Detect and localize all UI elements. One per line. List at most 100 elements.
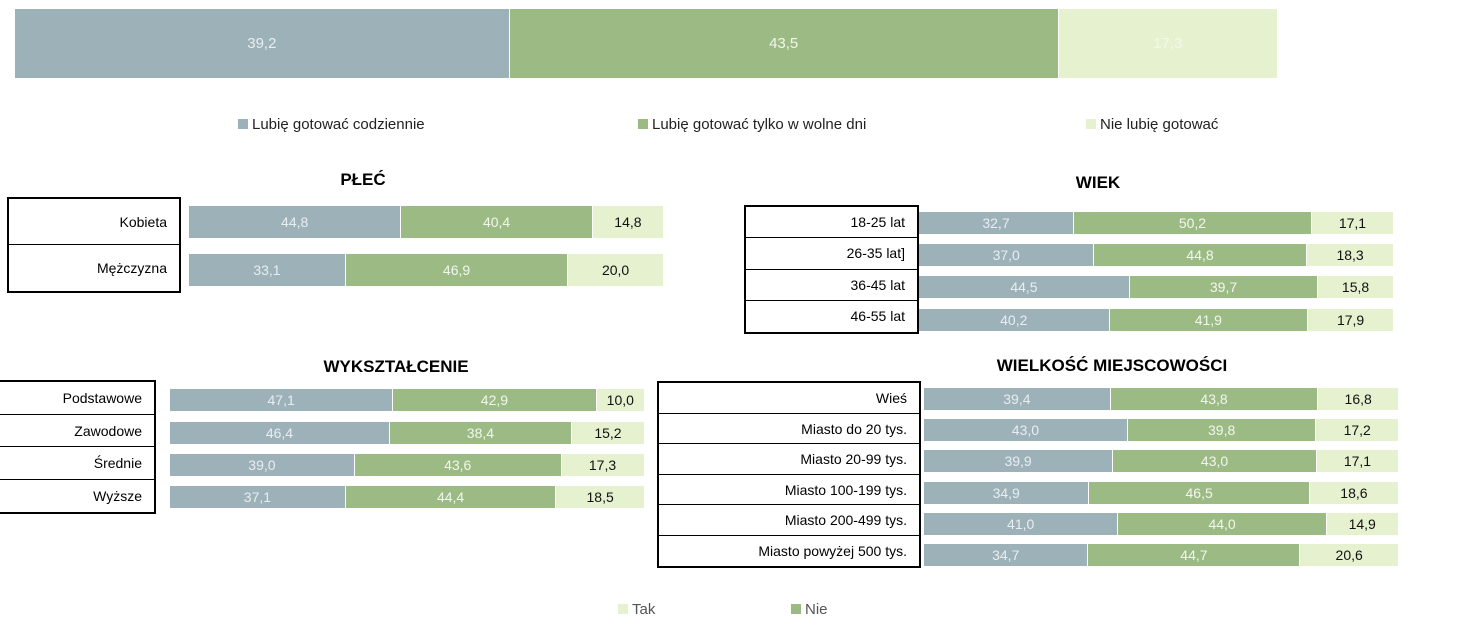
stacked-bar-row: 34,7 44,7 20,6: [924, 543, 1398, 566]
bar-segment-dislike: 17,3: [1058, 9, 1277, 78]
stacked-bar-row: 34,9 46,5 18,6: [924, 481, 1398, 504]
bar-segment-daily: 39,4: [924, 387, 1111, 410]
bar-segment-weekend: 44,0: [1118, 512, 1327, 535]
stacked-bar-row: 44,8 40,4 14,8: [189, 205, 663, 238]
bar-segment-daily: 33,1: [189, 253, 346, 286]
bar-segment-weekend: 43,5: [509, 9, 1059, 78]
legend-label-weekend: Lubię gotować tylko w wolne dni: [652, 116, 867, 133]
bar-segment-dislike: 17,3: [561, 454, 644, 476]
category-label: 18-25 lat: [746, 207, 917, 239]
category-label-table: 18-25 lat 26-35 lat] 36-45 lat 46-55 lat: [744, 205, 919, 334]
bar-segment-daily: 47,1: [170, 389, 394, 411]
bar-segment-dislike: 20,6: [1300, 543, 1398, 566]
bar-segment-daily: 40,2: [919, 309, 1110, 331]
bar-segment-weekend: 39,8: [1127, 418, 1317, 441]
bar-segment-daily: 34,9: [924, 481, 1090, 504]
category-label-table: Wieś Miasto do 20 tys. Miasto 20-99 tys. Mi…: [657, 381, 921, 568]
stacked-bar-row: 33,1 46,9 20,0: [189, 253, 663, 286]
bar-segment-daily: 39,2: [15, 9, 510, 78]
bar-segment-dislike: 17,9: [1308, 309, 1393, 331]
category-label-table: Kobieta Mężczyzna: [7, 197, 181, 293]
legend-swatch-weekend: [638, 119, 648, 129]
stacked-bar-row: 43,0 39,8 17,2: [924, 418, 1398, 441]
category-label-table: Podstawowe Zawodowe Średnie Wyższe: [0, 380, 156, 514]
stacked-bar-row: 46,4 38,4 15,2: [170, 422, 644, 444]
bar-segment-weekend: 41,9: [1109, 309, 1309, 331]
stacked-bar-row: 39,2 43,5 17,3: [15, 9, 1277, 78]
bar-segment-daily: 44,5: [919, 276, 1130, 298]
stacked-bar-row: 32,7 50,2 17,1: [919, 212, 1393, 234]
bar-segment-dislike: 16,8: [1318, 387, 1398, 410]
category-label: Wieś: [659, 383, 919, 414]
bar-segment-daily: 41,0: [924, 512, 1119, 535]
bar-segment-weekend: 46,5: [1089, 481, 1310, 504]
legend-bottom-nie: Nie: [791, 601, 828, 618]
legend-swatch-dislike: [1086, 119, 1096, 129]
bar-segment-dislike: 10,0: [596, 389, 644, 411]
bar-segment-weekend: 44,7: [1088, 543, 1301, 566]
stacked-bar-row: 37,1 44,4 18,5: [170, 486, 644, 508]
bar-segment-dislike: 15,2: [571, 422, 644, 444]
bar-segment-daily: 37,0: [919, 244, 1095, 266]
category-label: Średnie: [0, 447, 154, 480]
stacked-bar-row: 41,0 44,0 14,9: [924, 512, 1398, 535]
bar-segment-weekend: 38,4: [389, 422, 572, 444]
stacked-bar-row: 39,4 43,8 16,8: [924, 387, 1398, 410]
bar-segment-daily: 43,0: [924, 418, 1128, 441]
bar-segment-dislike: 18,3: [1306, 244, 1394, 266]
legend-bottom-label-tak: Tak: [632, 601, 656, 618]
bar-segment-weekend: 46,9: [345, 253, 569, 286]
bar-segment-weekend: 42,9: [393, 389, 597, 411]
category-label: Kobieta: [9, 199, 179, 245]
title-wyksztalcenie: WYKSZTAŁCENIE: [323, 357, 469, 376]
legend-bottom-tak: Tak: [618, 601, 655, 618]
stacked-bar-row: 39,9 43,0 17,1: [924, 449, 1398, 472]
bar-segment-daily: 34,7: [924, 543, 1089, 566]
bar-segment-weekend: 44,4: [345, 486, 557, 508]
legend-item-dislike: Nie lubię gotować: [1086, 116, 1218, 133]
bar-segment-weekend: 44,8: [1094, 244, 1307, 266]
legend-item-weekend: Lubię gotować tylko w wolne dni: [638, 116, 866, 133]
bar-segment-dislike: 17,1: [1311, 212, 1393, 234]
category-label: 36-45 lat: [746, 270, 917, 301]
bar-segment-weekend: 40,4: [401, 205, 593, 238]
legend-swatch-daily: [238, 119, 248, 129]
title-wielkosc-miejscowosci: WIELKOŚĆ MIEJSCOWOŚCI: [996, 356, 1228, 375]
bar-segment-weekend: 43,6: [354, 454, 562, 476]
stacked-bar-row: 39,0 43,6 17,3: [170, 454, 644, 476]
category-label: Miasto do 20 tys.: [659, 414, 919, 444]
legend-bottom-label-nie: Nie: [805, 601, 828, 618]
bar-segment-dislike: 14,9: [1326, 512, 1398, 535]
legend-bottom-swatch-nie: [791, 604, 801, 614]
title-wiek: WIEK: [1075, 173, 1121, 192]
category-label: Mężczyzna: [96, 260, 167, 276]
bar-segment-weekend: 43,0: [1113, 449, 1317, 472]
legend-label-daily: Lubię gotować codziennie: [252, 116, 425, 133]
bar-segment-weekend: 39,7: [1129, 276, 1319, 298]
bar-segment-dislike: 15,8: [1318, 276, 1393, 298]
legend-bottom-swatch-tak: [618, 604, 628, 614]
bar-segment-daily: 37,1: [170, 486, 346, 508]
stacked-bar-row: 47,1 42,9 10,0: [170, 389, 644, 411]
bar-segment-dislike: 20,0: [568, 253, 663, 286]
bar-segment-daily: 32,7: [919, 212, 1074, 234]
bar-segment-daily: 46,4: [170, 422, 390, 444]
stacked-bar-row: 40,2 41,9 17,9: [919, 309, 1393, 331]
bar-segment-daily: 39,0: [170, 454, 355, 476]
category-label: Miasto powyżej 500 tys.: [758, 542, 907, 559]
bar-segment-dislike: 14,8: [592, 205, 663, 238]
bar-segment-dislike: 17,1: [1316, 449, 1398, 472]
category-label: Zawodowe: [0, 415, 154, 447]
legend-item-daily: Lubię gotować codziennie: [238, 116, 425, 133]
title-plec: PŁEĆ: [340, 170, 386, 189]
bar-segment-weekend: 50,2: [1073, 212, 1312, 234]
category-label: Miasto 100-199 tys.: [659, 475, 919, 505]
category-label: 26-35 lat]: [746, 238, 917, 270]
bar-segment-dislike: 18,6: [1309, 481, 1398, 504]
category-label: Miasto 20-99 tys.: [659, 444, 919, 475]
bar-segment-weekend: 43,8: [1110, 387, 1319, 410]
category-label: Miasto 200-499 tys.: [659, 505, 919, 536]
stacked-bar-row: 37,0 44,8 18,3: [919, 244, 1394, 266]
bar-segment-daily: 44,8: [189, 205, 402, 238]
bar-segment-dislike: 17,2: [1316, 418, 1398, 441]
